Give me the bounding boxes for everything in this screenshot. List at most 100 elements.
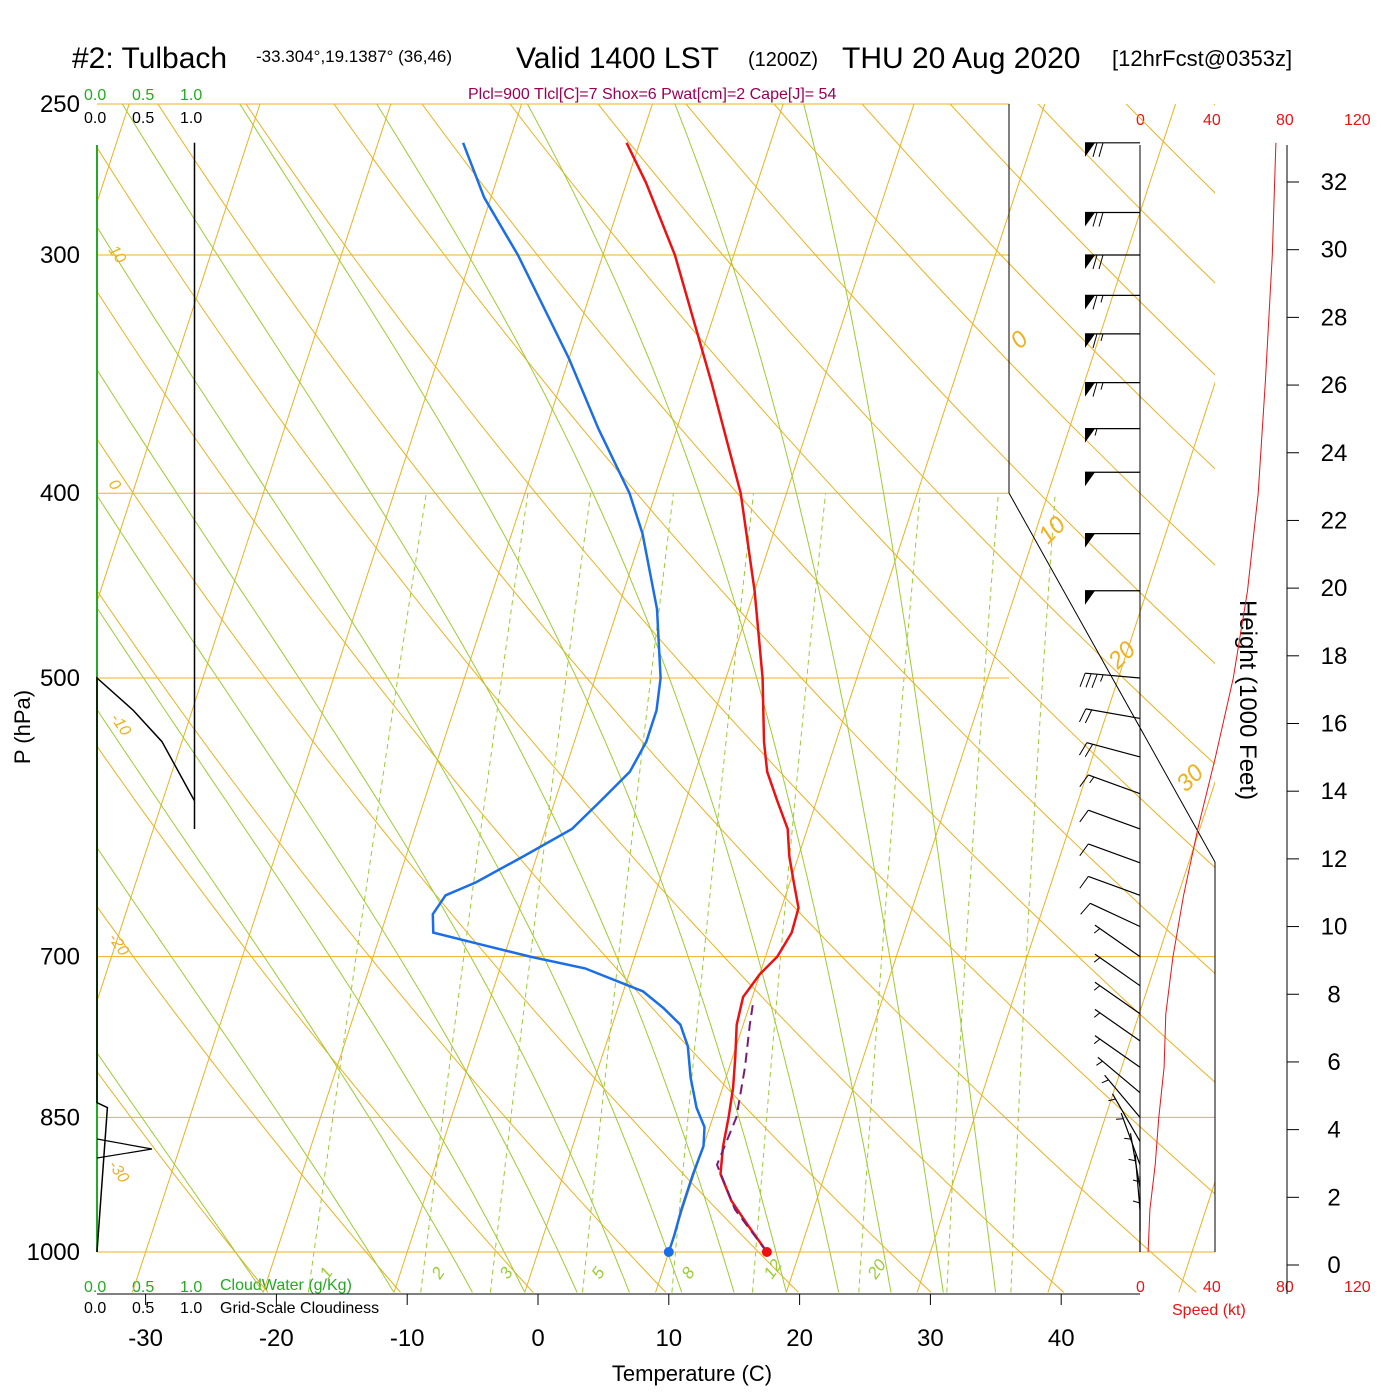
- title-station: #2: Tulbach: [72, 42, 227, 75]
- title-zulu: (1200Z): [748, 49, 818, 71]
- cloud-scale-bottom: 0.0 0.5 1.0 CloudWater (g/Kg) 0.0 0.5 1.…: [84, 1277, 379, 1317]
- moist-adiabat-line: [97, 846, 395, 1293]
- wind-barb: [1085, 382, 1140, 397]
- barb-full: [1091, 674, 1098, 689]
- x-tick-label: 10: [655, 1325, 682, 1352]
- barb-shaft: [1104, 1074, 1141, 1118]
- barb-shaft: [1094, 981, 1141, 1015]
- barb-half: [1100, 382, 1104, 390]
- isotherm-line: [97, 104, 392, 1003]
- mixing-ratio-label: 5: [588, 1263, 609, 1282]
- mixing-ratio-line: [582, 493, 674, 1293]
- speed-profile: [1147, 142, 1277, 1253]
- barb-full: [1078, 742, 1088, 756]
- height-tick-label: 16: [1321, 711, 1348, 738]
- height-tick-label: 26: [1321, 372, 1348, 399]
- isotherm-line: [0, 0, 59, 1292]
- isotherm-label: 10: [1033, 511, 1071, 549]
- wind-barbs: [1078, 142, 1141, 1252]
- barb-flag: [1085, 533, 1095, 548]
- moist-adiabat-line: [376, 104, 840, 1293]
- moist-adiabat-line: [803, 104, 997, 1293]
- barb-shaft: [1088, 809, 1141, 830]
- height-tick-label: 12: [1321, 846, 1348, 873]
- dry-adiabat-label: -10: [107, 711, 134, 740]
- wind-barb: [1080, 902, 1141, 928]
- speed-tick-bottom: 80: [1276, 1279, 1294, 1296]
- dry-adiabat-line: [1201, 0, 1400, 1292]
- barb-flag: [1085, 212, 1095, 227]
- isotherm-line: [655, 104, 1046, 1293]
- wind-barb: [1078, 742, 1141, 758]
- dry-adiabat-line: [685, 104, 1215, 665]
- wind-barb: [1079, 672, 1141, 689]
- isotherm-line: [262, 104, 653, 1293]
- barb-full: [1092, 254, 1098, 270]
- mixing-ratio-line: [946, 493, 999, 1293]
- barb-full: [1092, 295, 1098, 310]
- surface-dewpoint-dot: [663, 1247, 674, 1257]
- speed-tick-bottom: 40: [1203, 1279, 1221, 1296]
- cloudwater-tick-top: 0.0: [84, 87, 106, 104]
- barb-full: [1084, 709, 1093, 724]
- barb-full: [1092, 142, 1098, 157]
- parcel-trace: [715, 1002, 768, 1253]
- barb-shaft: [1094, 924, 1141, 958]
- x-tick-label: 30: [917, 1325, 944, 1352]
- barb-half: [1093, 985, 1101, 991]
- barb-half: [1108, 1098, 1116, 1102]
- dry-adiabat-label: 10: [105, 243, 129, 267]
- speed-tick-bottom: 120: [1344, 1279, 1371, 1296]
- height-tick-label: 18: [1321, 643, 1348, 670]
- wind-barb: [1079, 875, 1141, 896]
- barb-flag: [1085, 295, 1095, 310]
- speed-tick-top: 80: [1276, 112, 1294, 129]
- moist-adiabat-line: [674, 104, 944, 1293]
- wind-barb: [1093, 981, 1141, 1015]
- wind-barb: [1085, 471, 1140, 487]
- dry-adiabat-line: [773, 104, 1215, 566]
- wind-barb: [1085, 428, 1140, 443]
- barb-flag: [1085, 472, 1095, 487]
- cloudwater-label: CloudWater (g/Kg): [220, 1277, 352, 1294]
- dry-adiabat-line: [97, 905, 401, 1293]
- moist-adiabat-line: [97, 1051, 264, 1293]
- barb-half: [1094, 428, 1098, 436]
- x-tick-label: -20: [259, 1325, 294, 1352]
- dry-adiabat-line: [421, 104, 1215, 975]
- barb-shaft: [1088, 875, 1141, 896]
- barb-shaft: [1097, 1056, 1141, 1094]
- barb-flag: [1085, 590, 1095, 605]
- dry-adiabat-line: [333, 104, 1215, 1083]
- cloudiness-tick-top: 0.5: [132, 110, 154, 127]
- moist-adiabat-line: [97, 708, 473, 1293]
- title-forecast: [12hrFcst@0353z]: [1112, 46, 1292, 71]
- speed-tick-top: 120: [1344, 112, 1371, 129]
- height-tick-label: 8: [1327, 981, 1340, 1008]
- barb-shaft: [1088, 843, 1141, 864]
- barb-full: [1085, 673, 1092, 688]
- barb-shaft: [1094, 1008, 1141, 1042]
- pressure-tick-label: 700: [40, 944, 80, 971]
- barb-full: [1079, 809, 1089, 823]
- background-lines: [0, 0, 1400, 1293]
- speed-trace: [1147, 142, 1277, 1253]
- barb-half: [1093, 957, 1101, 963]
- moist-adiabat-line: [121, 104, 735, 1293]
- dry-adiabat-label: 0: [105, 477, 124, 494]
- mixing-ratio-label: 2: [427, 1263, 449, 1283]
- x-tick-label: 40: [1048, 1325, 1075, 1352]
- barb-shaft: [1094, 1035, 1141, 1068]
- barb-full: [1080, 902, 1091, 915]
- x-axis-title: Temperature (C): [612, 1361, 772, 1386]
- pressure-tick-label: 400: [40, 480, 80, 507]
- barb-shaft: [1085, 672, 1141, 679]
- isotherm-line: [97, 104, 130, 204]
- height-tick-label: 20: [1321, 575, 1348, 602]
- mixing-ratio-line: [489, 493, 592, 1293]
- isotherm-line: [97, 104, 261, 604]
- title-date: THU 20 Aug 2020: [842, 42, 1081, 75]
- x-tick-label: 20: [786, 1325, 813, 1352]
- moist-adiabat-line: [97, 225, 683, 1293]
- height-tick-label: 24: [1321, 440, 1348, 467]
